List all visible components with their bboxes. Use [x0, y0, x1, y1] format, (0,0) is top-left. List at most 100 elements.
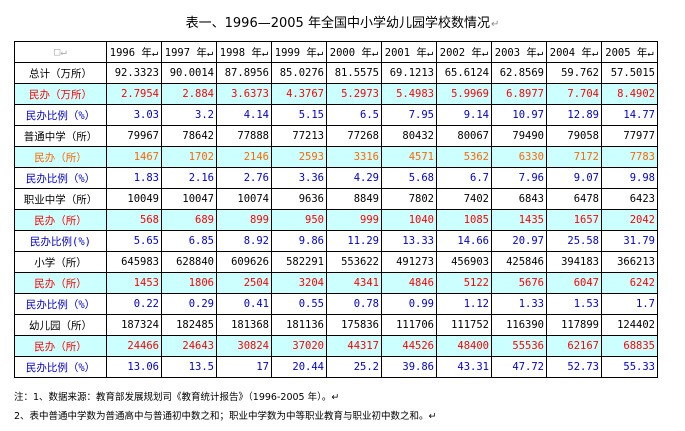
table-cell: 8849 — [326, 188, 382, 210]
table-cell: 3316 — [326, 146, 382, 168]
table-cell: 366213 — [601, 251, 658, 273]
table-cell: 69.1213 — [381, 62, 437, 84]
table-cell: 43.31 — [436, 356, 492, 378]
table-cell: 181368 — [216, 314, 272, 336]
table-cell: 78642 — [161, 125, 217, 147]
table-cell: 645983 — [106, 251, 162, 273]
table-cell: 689 — [161, 209, 217, 231]
table-cell: 5.65 — [106, 230, 162, 252]
table-cell: 5.15 — [271, 104, 327, 126]
table-cell: 10047 — [161, 188, 217, 210]
row-label: 民办（万所） — [14, 83, 107, 105]
table-cell: 6478 — [546, 188, 602, 210]
footnote-1: 注：1、数据来源：教育部发展规划司《教育统计报告》（1996-2005 年）。↵ — [14, 392, 340, 403]
table-cell: 5362 — [436, 146, 492, 168]
table-cell: 182485 — [161, 314, 217, 336]
table-cell: 4846 — [381, 272, 437, 294]
table-cell: 13.5 — [161, 356, 217, 378]
paragraph-mark-icon: ↵ — [490, 19, 500, 30]
row-label: 民办比例（%） — [14, 104, 107, 126]
table-body: □↵ 1996 年↵ 1997 年↵ 1998 年↵ 1999 年↵ 2000 年↵ 200… — [14, 41, 658, 378]
row-label: 民办比例（%） — [14, 167, 107, 189]
table-cell: 1085 — [436, 209, 492, 231]
table-cell: 6047 — [546, 272, 602, 294]
row-label: 小学（所） — [14, 251, 107, 273]
table-row: 民办比例（%） 1.83 2.16 2.76 3.36 4.29 5.68 6.7 7.96 9.… — [14, 167, 658, 189]
table-cell: 111706 — [381, 314, 437, 336]
table-cell: 6423 — [601, 188, 658, 210]
table-cell: 14.77 — [601, 104, 658, 126]
table-cell: 17 — [216, 356, 272, 378]
table-cell: 30824 — [216, 335, 272, 357]
table-cell: 92.3323 — [106, 62, 162, 84]
table-cell: 425846 — [491, 251, 547, 273]
table-cell: 25.2 — [326, 356, 382, 378]
table-cell: 0.99 — [381, 293, 437, 315]
table-cell: 456903 — [436, 251, 492, 273]
table-cell: 20.44 — [271, 356, 327, 378]
table-cell: 10.97 — [491, 104, 547, 126]
table-row: 民办（所） 1467 1702 2146 2593 3316 4571 5362 6330 717… — [14, 146, 658, 168]
table-cell: 62167 — [546, 335, 602, 357]
table-cell: 1702 — [161, 146, 217, 168]
table-cell: 2.884 — [161, 83, 217, 105]
table-cell: 7802 — [381, 188, 437, 210]
table-cell: 8.92 — [216, 230, 272, 252]
table-cell: 5.2973 — [326, 83, 382, 105]
table-cell: 77977 — [601, 125, 658, 147]
table-cell: 37020 — [271, 335, 327, 357]
table-cell: 79967 — [106, 125, 162, 147]
table-row: 民办（所） 1453 1806 2504 3204 4341 4846 5122 5676 604… — [14, 272, 658, 294]
table-cell: 117899 — [546, 314, 602, 336]
table-cell: 47.72 — [491, 356, 547, 378]
table-row: 民办比例(%) 5.65 6.85 8.92 9.86 11.29 13.33 14.66 20… — [14, 230, 658, 252]
table-cell: 6330 — [491, 146, 547, 168]
table-row: 民办（万所） 2.7954 2.884 3.6373 4.3767 5.2973 5.498… — [14, 83, 658, 105]
table-cell: 0.41 — [216, 293, 272, 315]
table-cell: 44317 — [326, 335, 382, 357]
table-cell: 13.06 — [106, 356, 162, 378]
year-header-cell: 1998 年↵ — [216, 41, 272, 63]
table-cell: 9.98 — [601, 167, 658, 189]
table-cell: 1806 — [161, 272, 217, 294]
table-cell: 1467 — [106, 146, 162, 168]
table-cell: 9636 — [271, 188, 327, 210]
table-cell: 85.0276 — [271, 62, 327, 84]
year-header-cell: 2003 年↵ — [491, 41, 547, 63]
table-cell: 1.7 — [601, 293, 658, 315]
row-label: 民办（所） — [14, 272, 107, 294]
table-cell: 3204 — [271, 272, 327, 294]
table-cell: 77213 — [271, 125, 327, 147]
table-cell: 77888 — [216, 125, 272, 147]
table-cell: 7172 — [546, 146, 602, 168]
table-cell: 12.89 — [546, 104, 602, 126]
table-cell: 2042 — [601, 209, 658, 231]
table-cell: 6.85 — [161, 230, 217, 252]
table-cell: 899 — [216, 209, 272, 231]
year-header-cell: 2005 年↵ — [601, 41, 658, 63]
table-cell: 6843 — [491, 188, 547, 210]
year-header-cell: 1996 年↵ — [106, 41, 162, 63]
table-cell: 79490 — [491, 125, 547, 147]
table-cell: 628840 — [161, 251, 217, 273]
table-cell: 187324 — [106, 314, 162, 336]
table-row: 普通中学（所） 79967 78642 77888 77213 77268 80432 800… — [14, 125, 658, 147]
table-cell: 6.5 — [326, 104, 382, 126]
footnotes: 注：1、数据来源：教育部发展规划司《教育统计报告》（1996-2005 年）。↵… — [14, 388, 437, 426]
table-cell: 4571 — [381, 146, 437, 168]
footnote-2: 2、表中普通中学数为普通高中与普通初中数之和；职业中学数为中等职业教育与职业初中… — [14, 411, 437, 422]
table-cell: 11.29 — [326, 230, 382, 252]
row-label: 民办比例（%） — [14, 293, 107, 315]
table-row: 民办比例（%） 0.22 0.29 0.41 0.55 0.78 0.99 1.12 1.33 1… — [14, 293, 658, 315]
table-cell: 582291 — [271, 251, 327, 273]
school-count-table: □↵ 1996 年↵ 1997 年↵ 1998 年↵ 1999 年↵ 2000 年↵ 200… — [14, 41, 658, 378]
table-cell: 4.14 — [216, 104, 272, 126]
table-cell: 90.0014 — [161, 62, 217, 84]
table-cell: 7783 — [601, 146, 658, 168]
table-cell: 48400 — [436, 335, 492, 357]
table-cell: 80432 — [381, 125, 437, 147]
table-cell: 5.9969 — [436, 83, 492, 105]
table-cell: 13.33 — [381, 230, 437, 252]
table-row: 民办（所） 24466 24643 30824 37020 44317 44526 48400… — [14, 335, 658, 357]
table-cell: 5.68 — [381, 167, 437, 189]
